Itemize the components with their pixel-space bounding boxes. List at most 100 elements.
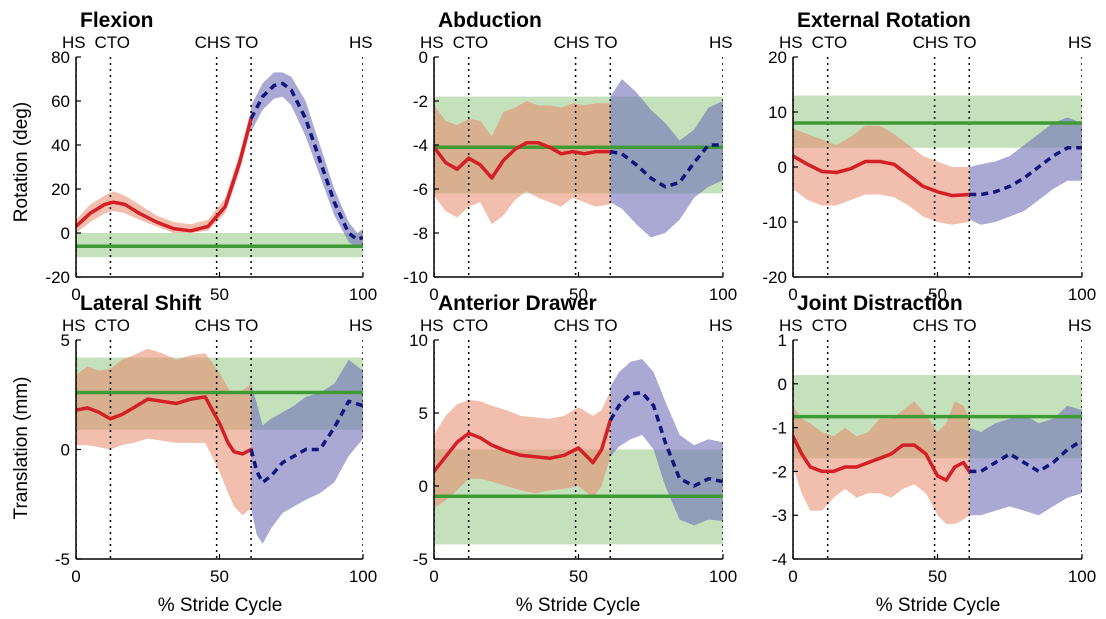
y-tick-label: -20 xyxy=(45,268,70,287)
plot-area xyxy=(76,340,363,559)
stance-mean-line xyxy=(76,116,253,233)
stance-variance-band xyxy=(793,401,970,524)
event-label: HS xyxy=(349,33,373,52)
y-tick-label: 60 xyxy=(51,92,70,111)
y-tick-label: 0 xyxy=(61,441,70,460)
event-label: CHS xyxy=(195,33,231,52)
event-label: TO xyxy=(235,316,258,335)
x-tick-label: 50 xyxy=(928,285,947,304)
event-label: CHS xyxy=(195,316,231,335)
event-label: TO xyxy=(235,33,258,52)
swing-variance-band xyxy=(969,405,1082,516)
stance-mean-line xyxy=(434,141,613,180)
x-tick-label: 50 xyxy=(569,567,588,586)
y-tick-label: 0 xyxy=(419,48,428,67)
x-tick-label: 50 xyxy=(210,567,229,586)
y-tick-label: 0 xyxy=(61,224,70,243)
y-tick-label: 10 xyxy=(409,331,428,350)
plot-area xyxy=(434,57,723,277)
y-tick-label: -20 xyxy=(762,268,787,287)
event-label: HS xyxy=(1068,316,1092,335)
stance-variance-band xyxy=(76,109,252,233)
y-tick-label: 1 xyxy=(778,331,787,350)
x-tick-label: 100 xyxy=(1068,567,1096,586)
x-axis-label-right: % Stride Cycle xyxy=(876,595,1001,616)
event-label: TO xyxy=(953,316,976,335)
y-tick-label: -4 xyxy=(772,550,787,569)
event-label: TO xyxy=(953,33,976,52)
x-axis-label-left: % Stride Cycle xyxy=(158,595,283,616)
y-tick-label: 20 xyxy=(51,180,70,199)
x-axis-label-center: % Stride Cycle xyxy=(516,595,641,616)
event-label: CTO xyxy=(94,316,130,335)
event-label: HS xyxy=(62,33,86,52)
y-tick-label: 0 xyxy=(778,375,787,394)
x-tick-label: 50 xyxy=(210,285,229,304)
event-label: HS xyxy=(420,33,444,52)
y-axis-label-rotation: Rotation (deg) xyxy=(11,102,32,222)
x-tick-label: 0 xyxy=(788,285,797,304)
y-tick-label: -10 xyxy=(403,268,428,287)
y-tick-label: 80 xyxy=(51,48,70,67)
panel-title: Abduction xyxy=(438,9,542,32)
y-tick-label: -5 xyxy=(413,550,428,569)
x-tick-label: 0 xyxy=(429,285,438,304)
swing-variance-band xyxy=(969,117,1082,225)
y-tick-label: -5 xyxy=(55,550,70,569)
panel-title: External Rotation xyxy=(797,9,971,32)
stance-variance-band xyxy=(434,101,611,225)
panel-title: Flexion xyxy=(80,9,154,32)
x-tick-label: 0 xyxy=(429,567,438,586)
y-tick-label: 40 xyxy=(51,136,70,155)
x-tick-label: 100 xyxy=(1068,285,1096,304)
swing-mean-line xyxy=(969,146,1082,197)
plot-area xyxy=(434,340,723,559)
event-label: CHS xyxy=(913,33,949,52)
x-tick-label: 100 xyxy=(709,567,737,586)
y-tick-label: -2 xyxy=(413,92,428,111)
swing-mean-line xyxy=(249,399,363,485)
y-tick-label: -8 xyxy=(413,224,428,243)
swing-variance-band xyxy=(251,359,363,544)
y-tick-label: 20 xyxy=(768,48,787,67)
x-tick-label: 100 xyxy=(709,285,737,304)
swing-variance-band xyxy=(610,79,723,238)
event-label: CHS xyxy=(554,316,590,335)
panel-title: Lateral Shift xyxy=(80,292,201,315)
swing-mean-line xyxy=(249,81,363,242)
stance-variance-band xyxy=(76,348,252,516)
y-tick-label: 5 xyxy=(61,331,70,350)
x-tick-label: 100 xyxy=(349,567,377,586)
y-tick-label: 0 xyxy=(419,477,428,496)
event-label: CTO xyxy=(812,33,848,52)
stance-mean-line xyxy=(793,434,972,482)
stance-mean-line xyxy=(76,395,253,456)
event-label: HS xyxy=(1068,33,1092,52)
event-label: CHS xyxy=(913,316,949,335)
x-tick-label: 100 xyxy=(349,285,377,304)
y-tick-label: 5 xyxy=(419,404,428,423)
y-tick-label: 10 xyxy=(768,103,787,122)
event-label: HS xyxy=(779,33,803,52)
stance-variance-band xyxy=(793,125,970,225)
event-label: CTO xyxy=(453,33,489,52)
y-tick-label: -3 xyxy=(772,506,787,525)
event-label: CTO xyxy=(812,316,848,335)
y-tick-label: -4 xyxy=(413,136,428,155)
event-label: HS xyxy=(349,316,373,335)
y-tick-label: -1 xyxy=(772,419,787,438)
y-tick-label: -10 xyxy=(762,213,787,232)
event-label: HS xyxy=(62,316,86,335)
stance-variance-band xyxy=(434,391,611,508)
swing-mean-line xyxy=(609,143,723,189)
swing-mean-line xyxy=(608,390,723,488)
x-tick-label: 50 xyxy=(928,567,947,586)
